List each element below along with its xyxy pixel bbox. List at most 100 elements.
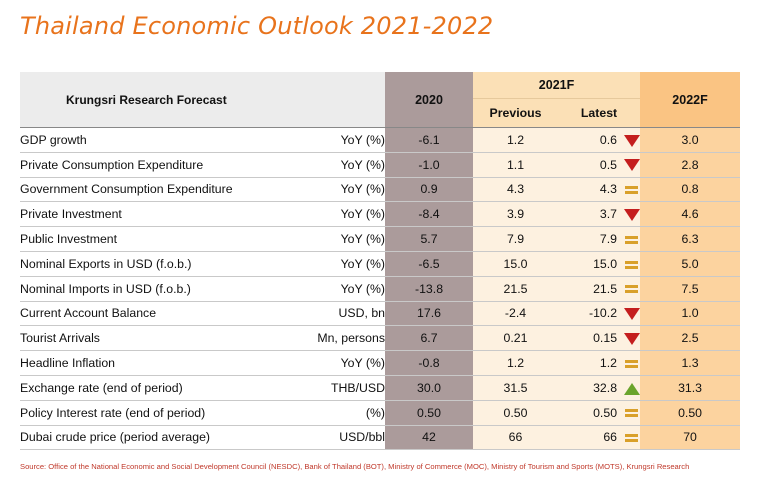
table-row: Public Investment YoY (%) 5.7 7.9 7.9 6.3	[20, 226, 741, 252]
value-2022f: 5.0	[640, 251, 741, 277]
table-row: Private Consumption Expenditure YoY (%) -1…	[20, 152, 741, 178]
value-2021-previous: 1.1	[473, 152, 559, 178]
header-row: Krungsri Research Forecast 2020 2021F 20…	[20, 72, 741, 128]
indicator-unit: YoY (%)	[270, 201, 386, 228]
value-2021-latest: 66	[603, 430, 618, 445]
page-title: Thailand Economic Outlook 2021-2022	[20, 12, 494, 40]
value-2021-latest: 1.2	[599, 356, 618, 371]
value-2021-latest: 7.9	[599, 232, 618, 247]
indicator-unit: (%)	[270, 400, 386, 426]
value-2020: -6.5	[385, 251, 474, 277]
indicator-name: Nominal Imports in USD (f.o.b.)	[20, 276, 270, 302]
value-2022f: 0.8	[640, 177, 741, 203]
value-2021-latest-cell: 32.8	[558, 375, 641, 401]
value-2021-latest-cell: 0.15	[558, 325, 641, 352]
indicator-unit: YoY (%)	[270, 127, 386, 153]
value-2021-previous: 7.9	[473, 226, 559, 252]
indicator-name: Exchange rate (end of period)	[20, 375, 270, 401]
value-2021-latest: 0.6	[599, 132, 618, 147]
value-2020: 42	[385, 425, 474, 451]
indicator-unit: YoY (%)	[270, 152, 386, 178]
table-row: Government Consumption Expenditure YoY (%…	[20, 177, 741, 203]
indicator-name: Headline Inflation	[20, 350, 270, 376]
table-row: Dubai crude price (period average) USD/bb…	[20, 425, 741, 451]
value-2020: 30.0	[385, 375, 474, 401]
value-2020: 0.50	[385, 400, 474, 426]
value-2021-latest-cell: 21.5	[558, 276, 641, 302]
indicator-name: Private Consumption Expenditure	[20, 152, 270, 178]
indicator-name: Policy Interest rate (end of period)	[20, 400, 270, 426]
equal-sign-icon	[624, 184, 640, 196]
source-note: Source: Office of the National Economic …	[20, 462, 690, 471]
value-2021-latest: 0.15	[593, 331, 618, 346]
column-header-previous: Previous	[473, 98, 559, 128]
value-2021-latest: 0.50	[593, 405, 618, 420]
table-row: Exchange rate (end of period) THB/USD 30.0…	[20, 375, 741, 401]
table-row: Nominal Exports in USD (f.o.b.) YoY (%) -6…	[20, 251, 741, 277]
table-row: Nominal Imports in USD (f.o.b.) YoY (%) -1…	[20, 276, 741, 302]
value-2021-latest-cell: 1.2	[558, 350, 641, 376]
up-triangle-icon	[624, 382, 641, 395]
forecast-header-label: Krungsri Research Forecast	[20, 72, 386, 128]
value-2021-latest-cell: 0.5	[558, 152, 641, 178]
indicator-unit: THB/USD	[270, 375, 386, 401]
table-row: Private Investment YoY (%) -8.4 3.9 3.7 4.6	[20, 201, 741, 228]
indicator-name: Current Account Balance	[20, 301, 270, 327]
indicator-name: Private Investment	[20, 201, 270, 228]
down-triangle-icon	[624, 134, 641, 147]
value-2021-previous: 1.2	[473, 127, 559, 153]
value-2021-latest-cell: 3.7	[558, 201, 641, 228]
equal-sign-icon	[624, 407, 640, 419]
value-2021-latest-cell: 66	[558, 425, 641, 451]
down-triangle-icon	[624, 209, 641, 222]
value-2021-latest: 15.0	[593, 256, 618, 271]
value-2022f: 2.5	[640, 325, 741, 352]
equal-sign-icon	[624, 283, 640, 295]
value-2022f: 4.6	[640, 201, 741, 228]
indicator-unit: YoY (%)	[270, 350, 386, 376]
value-2021-previous: -2.4	[473, 301, 559, 327]
equal-sign-icon	[624, 358, 640, 370]
indicator-name: Tourist Arrivals	[20, 325, 270, 352]
value-2022f: 1.0	[640, 301, 741, 327]
value-2021-previous: 1.2	[473, 350, 559, 376]
column-header-latest: Latest	[558, 98, 641, 128]
value-2020: -1.0	[385, 152, 474, 178]
value-2021-latest-cell: -10.2	[558, 301, 641, 327]
value-2020: -0.8	[385, 350, 474, 376]
value-2021-latest: 3.7	[599, 207, 618, 222]
value-2021-previous: 3.9	[473, 201, 559, 228]
value-2020: 6.7	[385, 325, 474, 352]
value-2021-previous: 31.5	[473, 375, 559, 401]
value-2021-latest-cell: 7.9	[558, 226, 641, 252]
indicator-name: Dubai crude price (period average)	[20, 425, 270, 451]
value-2022f: 1.3	[640, 350, 741, 376]
value-2020: -6.1	[385, 127, 474, 153]
value-2020: 17.6	[385, 301, 474, 327]
value-2021-latest: 32.8	[593, 380, 618, 395]
indicator-name: GDP growth	[20, 127, 270, 153]
indicator-name: Nominal Exports in USD (f.o.b.)	[20, 251, 270, 277]
indicator-unit: YoY (%)	[270, 177, 386, 203]
value-2021-previous: 66	[473, 425, 559, 451]
value-2020: 5.7	[385, 226, 474, 252]
down-triangle-icon	[624, 308, 641, 321]
value-2021-latest-cell: 0.50	[558, 400, 641, 426]
value-2022f: 6.3	[640, 226, 741, 252]
value-2020: 0.9	[385, 177, 474, 203]
value-2022f: 3.0	[640, 127, 741, 153]
value-2021-latest: 0.5	[599, 157, 618, 172]
table-row: Policy Interest rate (end of period) (%) 0…	[20, 400, 741, 426]
value-2021-latest-cell: 15.0	[558, 251, 641, 277]
value-2020: -8.4	[385, 201, 474, 228]
forecast-table: Krungsri Research Forecast 2020 2021F 20…	[20, 72, 741, 451]
value-2021-latest-cell: 4.3	[558, 177, 641, 203]
indicator-unit: Mn, persons	[270, 325, 386, 352]
indicator-name: Government Consumption Expenditure	[20, 177, 270, 203]
value-2021-previous: 21.5	[473, 276, 559, 302]
table-row: Headline Inflation YoY (%) -0.8 1.2 1.2 1.3	[20, 350, 741, 376]
value-2021-previous: 0.50	[473, 400, 559, 426]
table-row: Tourist Arrivals Mn, persons 6.7 0.21 0.15 2.…	[20, 325, 741, 352]
value-2021-previous: 4.3	[473, 177, 559, 203]
indicator-unit: USD/bbl	[270, 425, 386, 451]
